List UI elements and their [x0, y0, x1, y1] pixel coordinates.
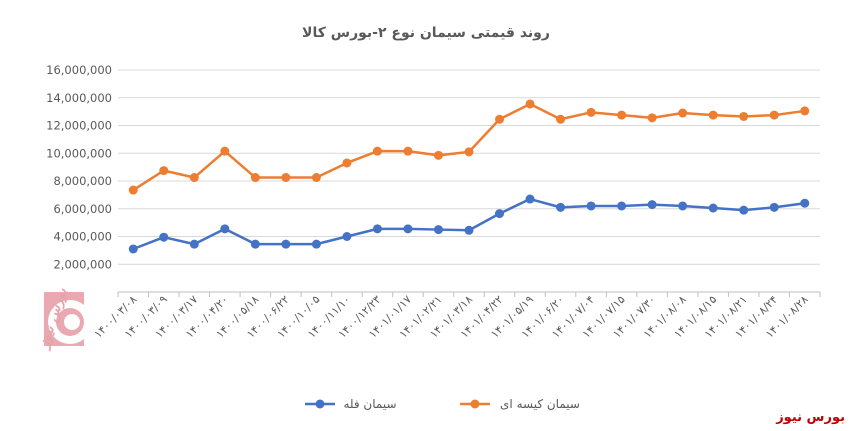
legend-swatch-marker [315, 399, 325, 409]
data-point [250, 173, 260, 183]
x-axis: ۱۴۰۰/۰۳/۰۸۱۴۰۰/۰۳/۰۹۱۴۰۰/۰۳/۱۷۱۴۰۰/۰۴/۲۰… [92, 292, 821, 341]
y-tick-label: 6,000,000 [53, 202, 112, 216]
legend-label: سیمان کیسه ای [500, 397, 580, 411]
data-point [525, 99, 535, 109]
brand-label: بورس نیوز [776, 410, 845, 425]
y-tick-label: 12,000,000 [46, 119, 112, 133]
legend-item: سیمان کیسه ای [460, 397, 580, 411]
data-point [220, 224, 230, 234]
data-point [159, 166, 169, 176]
data-point [739, 205, 749, 215]
data-point [433, 225, 443, 235]
data-point [189, 173, 199, 183]
data-point [586, 201, 596, 211]
data-point [220, 146, 230, 156]
series-2 [128, 99, 810, 195]
data-point [189, 239, 199, 249]
series-1 [128, 194, 810, 254]
data-point [372, 224, 382, 234]
data-point [128, 244, 138, 254]
data-point [708, 203, 718, 213]
data-point [464, 147, 474, 157]
y-tick-label: 16,000,000 [46, 63, 112, 77]
legend-swatch-marker [470, 399, 480, 409]
data-point [617, 201, 627, 211]
y-tick-label: 2,000,000 [53, 257, 112, 271]
data-point [678, 201, 688, 211]
data-point [403, 224, 413, 234]
y-tick-label: 10,000,000 [46, 146, 112, 160]
data-point [556, 114, 566, 124]
data-point [556, 202, 566, 212]
data-point [647, 200, 657, 210]
gridlines [118, 69, 820, 293]
series-line [132, 102, 805, 192]
chart-title: روند قیمتی سیمان نوع ۲-بورس کالا [302, 25, 550, 41]
data-point [281, 173, 291, 183]
data-point [342, 232, 352, 241]
series-line [132, 197, 805, 251]
data-point [250, 239, 260, 249]
data-point [769, 202, 779, 212]
data-point [281, 239, 291, 249]
data-point [403, 146, 413, 156]
data-point [739, 111, 749, 121]
watermark-logo [36, 290, 106, 380]
y-tick-label: 4,000,000 [53, 230, 112, 244]
data-point [525, 194, 535, 204]
data-point [495, 209, 505, 219]
data-point [800, 106, 810, 116]
data-point [769, 110, 779, 120]
data-point [128, 185, 138, 195]
y-axis: 16,000,000 14,000,000 12,000,000 10,000,000… [46, 63, 112, 271]
data-point [372, 146, 382, 156]
data-point [495, 114, 505, 124]
y-tick-label: 14,000,000 [46, 91, 112, 105]
data-point [678, 108, 688, 118]
data-point [311, 173, 321, 183]
data-point [433, 150, 443, 160]
series-lines [128, 99, 810, 254]
y-tick-label: 8,000,000 [53, 174, 112, 188]
data-point [586, 107, 596, 117]
data-point [800, 198, 810, 208]
data-point [647, 113, 657, 123]
data-point [342, 158, 352, 168]
data-point [159, 232, 169, 242]
data-point [464, 225, 474, 235]
data-point [617, 110, 627, 120]
data-point [708, 110, 718, 120]
data-point [311, 239, 321, 249]
legend: سیمان فله سیمان کیسه ای [305, 397, 580, 411]
legend-item: سیمان فله [305, 397, 397, 411]
legend-label: سیمان فله [343, 397, 396, 411]
